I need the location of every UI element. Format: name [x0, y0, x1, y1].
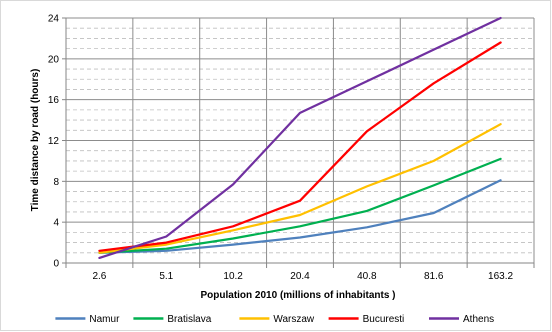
tick-labels: 0 4 8 12 16 20 24 2.6 5.1 10.2 20.4 40.8 81.6 163.2 [48, 14, 514, 283]
grid [66, 17, 535, 263]
x-tick-label: 40.8 [357, 271, 377, 282]
x-tick-label: 10.2 [223, 271, 243, 282]
y-tick-label: 16 [48, 95, 60, 106]
legend-label-namur: Namur [89, 314, 120, 325]
y-tick-label: 8 [53, 177, 59, 188]
legend-label-athens: Athens [463, 314, 494, 325]
y-tick-label: 4 [53, 218, 59, 229]
series-lines [98, 16, 502, 259]
series-line-bratislava [98, 157, 502, 254]
y-tick-label: 12 [48, 136, 60, 147]
x-axis-title: Population 2010 (millions of inhabitants… [200, 290, 395, 301]
y-tick-label: 20 [48, 54, 60, 65]
legend-label-bucuresti: Bucuresti [363, 314, 405, 325]
series-line-bucuresti [98, 41, 502, 252]
legend: Namur Bratislava Warszaw Bucuresti Athens [55, 314, 494, 325]
x-tick-label: 163.2 [488, 271, 513, 282]
y-axis-title: Time distance by road (hours) [30, 69, 41, 212]
legend-label-warszaw: Warszaw [273, 314, 315, 325]
x-tick-label: 2.6 [92, 271, 106, 282]
series-line-warszaw [98, 123, 502, 254]
x-tick-label: 20.4 [290, 271, 310, 282]
axes [62, 17, 535, 268]
legend-label-bratislava: Bratislava [167, 314, 211, 325]
y-tick-label: 0 [53, 259, 59, 270]
y-tick-label: 24 [48, 14, 60, 25]
series-line-namur [98, 179, 502, 254]
x-tick-label: 81.6 [424, 271, 444, 282]
x-tick-label: 5.1 [159, 271, 173, 282]
series-line-athens [98, 16, 502, 259]
